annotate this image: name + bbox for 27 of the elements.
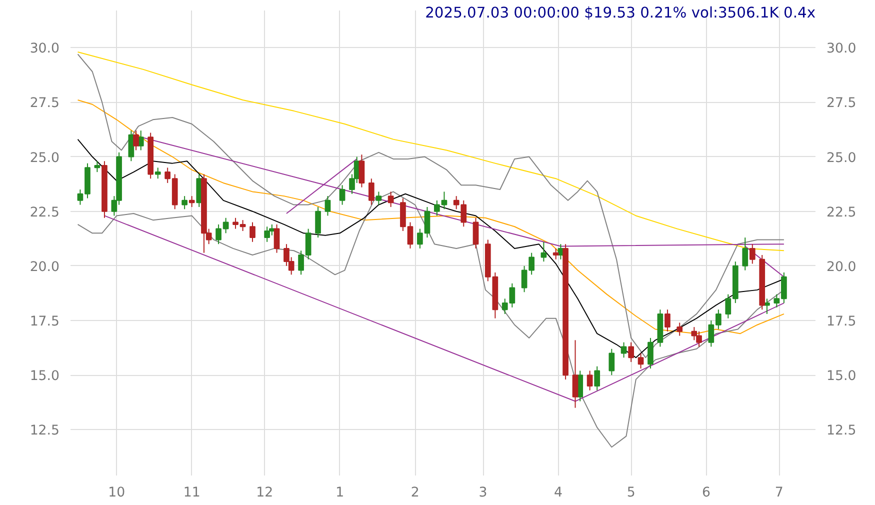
x-tick-label: 3 [478,486,488,500]
x-tick-label: 7 [774,486,784,500]
y2-tick-label: 15.0 [826,369,856,384]
y2-tick-label: 25.0 [826,150,856,166]
chart-title: 2025.07.03 00:00:00 $19.53 0.21% vol:3506.1K 0.4x [425,4,816,22]
y-tick-label: 12.5 [30,424,60,439]
y-tick-label: 20.0 [30,260,60,275]
x-tick-label: 11 [183,486,200,500]
y-tick-label: 30.0 [30,42,60,57]
x-tick-label: 10 [108,486,126,500]
y2-tick-label: 22.5 [826,205,856,220]
y-tick-label: 25.0 [30,150,60,166]
y2-tick-label: 17.5 [826,314,856,330]
y-tick-label: 15.0 [30,369,60,384]
y-tick-label: 27.5 [30,96,60,112]
x-tick-label: 5 [626,486,636,500]
x-tick-label: 4 [554,486,563,500]
y2-tick-label: 27.5 [826,96,856,112]
x-tick-label: 12 [256,486,274,500]
x-tick-label: 2 [410,486,420,500]
y2-tick-label: 12.5 [826,424,856,439]
x-tick-label: 6 [702,486,711,500]
x-tick-label: 1 [336,486,344,500]
y-tick-label: 17.5 [30,314,60,330]
y2-tick-label: 30.0 [826,42,856,57]
y2-tick-label: 20.0 [826,260,856,275]
y-tick-label: 22.5 [30,205,60,220]
